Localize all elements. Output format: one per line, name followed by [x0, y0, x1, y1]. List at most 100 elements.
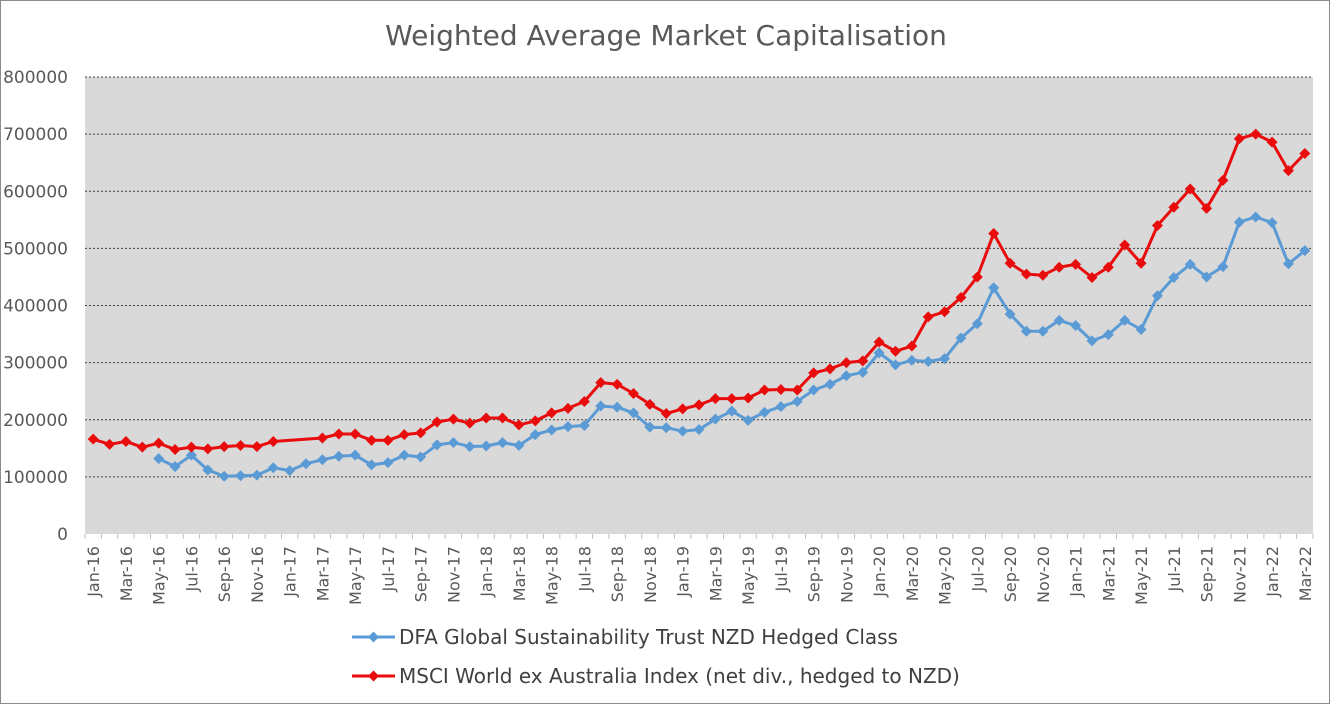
- data-point: [971, 271, 983, 283]
- x-tick-label: Sep-16: [215, 546, 234, 602]
- x-tick-label: Nov-16: [248, 546, 267, 603]
- data-point: [562, 421, 574, 433]
- data-point: [251, 441, 263, 453]
- data-point: [431, 439, 443, 451]
- x-axis-tick-marks: [84, 534, 1314, 539]
- x-tick-label: Nov-17: [444, 546, 463, 603]
- data-point: [1037, 269, 1049, 281]
- x-tick-label: Jul-20: [968, 546, 987, 592]
- y-tick-label: 600000: [3, 182, 68, 202]
- data-point: [1119, 314, 1131, 326]
- data-point: [775, 383, 787, 395]
- data-point: [1053, 314, 1065, 326]
- data-point: [628, 407, 640, 419]
- data-point: [1266, 136, 1278, 148]
- x-tick-label: Mar-19: [706, 546, 725, 601]
- data-point: [1299, 245, 1311, 257]
- data-point: [1282, 258, 1294, 270]
- x-tick-label: Jan-22: [1263, 546, 1282, 598]
- data-point: [546, 424, 558, 436]
- data-point: [906, 354, 918, 366]
- data-point: [497, 412, 509, 424]
- data-point: [644, 398, 656, 410]
- x-tick-label: Mar-22: [1296, 546, 1315, 601]
- x-tick-label: May-16: [150, 546, 169, 605]
- chart-title: Weighted Average Market Capitalisation: [385, 19, 947, 52]
- x-tick-label: Sep-20: [1001, 546, 1020, 602]
- x-tick-label: Jul-18: [575, 546, 594, 592]
- data-point: [578, 395, 590, 407]
- data-point: [726, 393, 738, 405]
- data-point: [873, 336, 885, 348]
- data-point: [955, 292, 967, 304]
- data-point: [251, 469, 263, 481]
- data-point: [644, 421, 656, 433]
- data-point: [333, 450, 345, 462]
- data-point: [398, 449, 410, 461]
- data-point: [660, 422, 672, 434]
- data-point: [857, 366, 869, 378]
- data-point: [235, 439, 247, 451]
- data-point: [1070, 258, 1082, 270]
- data-point: [1135, 323, 1147, 335]
- data-point: [169, 461, 181, 473]
- x-tick-label: Nov-18: [641, 546, 660, 603]
- data-point: [1020, 325, 1032, 337]
- y-tick-label: 0: [57, 525, 68, 545]
- data-point: [939, 306, 951, 318]
- data-point: [611, 378, 623, 390]
- series-layer: [87, 128, 1311, 482]
- data-point: [464, 441, 476, 453]
- data-point: [1151, 220, 1163, 232]
- data-point: [235, 470, 247, 482]
- data-point: [1151, 290, 1163, 302]
- data-point: [889, 359, 901, 371]
- data-point: [1299, 148, 1311, 160]
- y-tick-label: 100000: [3, 468, 68, 488]
- data-point: [1184, 183, 1196, 195]
- data-point: [1004, 308, 1016, 320]
- data-point: [1201, 271, 1213, 283]
- data-point: [366, 459, 378, 471]
- y-tick-label: 400000: [3, 297, 68, 317]
- x-tick-label: Sep-21: [1198, 546, 1217, 602]
- data-point: [562, 402, 574, 414]
- data-point: [382, 457, 394, 469]
- data-point: [873, 347, 885, 359]
- data-point: [185, 441, 197, 453]
- data-point: [677, 425, 689, 437]
- data-point: [415, 451, 427, 463]
- data-point: [1217, 261, 1229, 273]
- data-point: [1119, 239, 1131, 251]
- x-tick-label: Jul-21: [1165, 546, 1184, 592]
- data-point: [988, 228, 1000, 240]
- data-point: [202, 443, 214, 455]
- data-point: [808, 384, 820, 396]
- data-point: [1004, 257, 1016, 269]
- x-tick-label: Nov-20: [1034, 546, 1053, 603]
- x-tick-label: Nov-19: [837, 546, 856, 603]
- data-point: [742, 392, 754, 404]
- data-point: [120, 435, 132, 447]
- gridlines: [85, 76, 1313, 478]
- data-point: [153, 453, 165, 465]
- x-tick-label: Mar-17: [313, 546, 332, 601]
- data-point: [677, 403, 689, 415]
- data-point: [316, 432, 328, 444]
- x-tick-label: May-17: [346, 546, 365, 605]
- data-point: [775, 401, 787, 413]
- data-point: [1250, 128, 1262, 140]
- x-tick-label: Nov-21: [1230, 546, 1249, 603]
- data-point: [447, 437, 459, 449]
- data-point: [267, 435, 279, 447]
- x-tick-label: Jan-19: [674, 546, 693, 598]
- data-point: [1184, 258, 1196, 270]
- data-point: [824, 378, 836, 390]
- x-tick-label: May-21: [1132, 546, 1151, 605]
- x-tick-label: May-18: [543, 546, 562, 605]
- data-point: [726, 405, 738, 417]
- data-point: [840, 370, 852, 382]
- data-point: [906, 340, 918, 352]
- data-point: [497, 437, 509, 449]
